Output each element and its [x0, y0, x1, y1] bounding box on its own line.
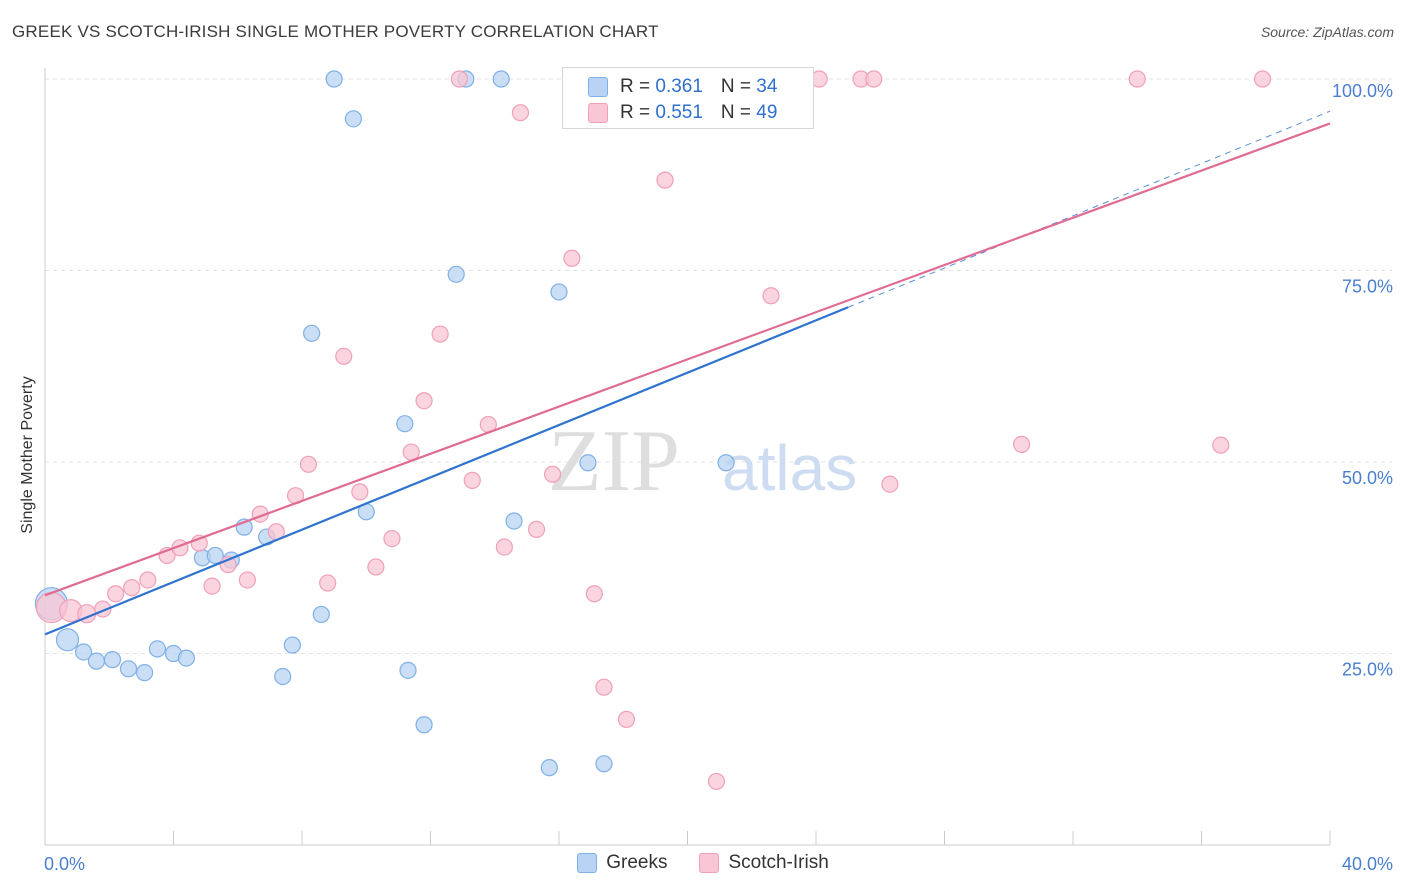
scotch-irish-point — [383, 529, 401, 548]
scotch-irish-swatch — [588, 103, 608, 123]
greeks-point — [55, 628, 80, 652]
scotch-irish-point — [1212, 436, 1230, 454]
scotch-irish-point — [367, 558, 385, 576]
scotch-irish-point — [585, 585, 603, 603]
greeks-point — [505, 512, 523, 530]
greeks-point — [447, 265, 465, 283]
scotch-irish-point — [511, 104, 530, 122]
scotch-irish-point — [865, 70, 883, 88]
y-tick-label: 25.0% — [1342, 660, 1393, 680]
scotch-irish-point — [543, 465, 562, 483]
chart-title: GREEK VS SCOTCH-IRISH SINGLE MOTHER POVE… — [12, 22, 659, 41]
legend-swatch-scotch-irish — [699, 853, 720, 873]
greeks-point — [579, 454, 597, 472]
scotch-irish-point — [1253, 70, 1272, 88]
greeks-point — [312, 605, 330, 624]
gridlines — [45, 78, 1392, 654]
watermark-zip: ZIP — [548, 413, 680, 510]
scotch-irish-point — [881, 475, 899, 493]
scotch-irish-n-value: 49 — [756, 102, 778, 123]
greeks-point — [303, 324, 321, 342]
axes — [44, 68, 1331, 846]
greeks-point — [399, 661, 417, 679]
stats-legend: R = 0.361 N = 34 R = 0.551 N = 49 — [562, 67, 814, 129]
legend-item-greeks[interactable]: Greeks — [577, 852, 667, 874]
greeks-point — [274, 667, 292, 686]
scotch-irish-point — [203, 577, 221, 595]
scotch-irish-r-value: 0.551 — [655, 102, 703, 123]
scotch-irish-point — [463, 471, 481, 489]
scotch-irish-point — [707, 772, 726, 791]
n-label: N = — [720, 76, 757, 97]
greeks-point — [396, 415, 414, 433]
greeks-point — [540, 759, 558, 777]
scotch-irish-point — [1128, 70, 1146, 88]
y-tick-label: 75.0% — [1342, 277, 1393, 297]
watermark: ZIP atlas — [548, 413, 857, 510]
scotch-irish-point — [319, 574, 337, 592]
watermark-atlas: atlas — [722, 432, 857, 504]
legend-item-scotch-irish[interactable]: Scotch-Irish — [699, 852, 829, 874]
scotch-irish-point — [299, 455, 318, 473]
greeks-trend-line — [44, 306, 849, 636]
r-label: R = — [620, 102, 656, 123]
greeks-point — [717, 454, 735, 472]
scotch-irish-point — [335, 347, 353, 365]
legend-swatch-greeks — [577, 853, 598, 873]
y-tick-label: 50.0% — [1342, 468, 1393, 488]
scotch-irish-point — [617, 710, 636, 728]
r-label: R = — [620, 76, 656, 97]
x-tick-label: 0.0% — [44, 854, 85, 874]
scotch-irish-point — [595, 678, 613, 696]
series-legend: Greeks Scotch-Irish — [0, 852, 1406, 874]
scotch-irish-point — [656, 171, 674, 189]
greeks-point — [87, 652, 106, 670]
scotch-irish-point — [123, 579, 141, 597]
greeks-point — [103, 651, 122, 669]
greeks-r-value: 0.361 — [655, 76, 703, 97]
greeks-swatch — [588, 77, 608, 97]
tick-labels: 25.0% 50.0% 75.0% 100.0% 0.0% 40.0% — [44, 81, 1393, 874]
greeks-point — [550, 283, 568, 301]
scotch-irish-point — [495, 538, 513, 556]
greeks-point — [595, 755, 613, 773]
legend-label-scotch-irish: Scotch-Irish — [728, 852, 829, 873]
scotch-irish-point — [238, 571, 256, 589]
n-label: N = — [720, 102, 757, 123]
greeks-point — [344, 110, 362, 128]
scotch-irish-point — [450, 70, 469, 88]
scotch-irish-point — [351, 483, 369, 501]
scotch-irish-point — [762, 287, 780, 305]
scotch-irish-point — [107, 585, 125, 603]
greeks-trend-extension — [847, 110, 1331, 308]
x-tick-label: 40.0% — [1342, 854, 1393, 874]
stats-row-scotch-irish: R = 0.551 N = 49 — [588, 102, 777, 124]
greeks-point — [415, 716, 433, 734]
greeks-point — [283, 636, 301, 654]
scotch-irish-trend-line — [44, 122, 1331, 597]
greeks-point — [74, 643, 93, 661]
greeks-point — [119, 660, 138, 678]
scotch-irish-point — [1012, 435, 1031, 453]
scotch-irish-point — [415, 392, 433, 410]
greeks-point — [148, 640, 167, 658]
source-label: Source: ZipAtlas.com — [1260, 24, 1394, 40]
greeks-n-value: 34 — [756, 76, 778, 97]
scotch-irish-point — [431, 325, 449, 343]
stats-row-greeks: R = 0.361 N = 34 — [588, 76, 777, 98]
scotch-irish-point — [139, 571, 157, 589]
scotch-irish-point — [563, 249, 581, 267]
greeks-point — [206, 546, 224, 565]
greeks-point — [135, 664, 154, 682]
scotch-irish-point — [527, 520, 546, 539]
greeks-point — [492, 70, 510, 88]
y-tick-label: 100.0% — [1332, 81, 1393, 101]
trend-lines — [44, 110, 1331, 636]
greeks-point — [177, 649, 195, 667]
greeks-point — [325, 70, 343, 88]
legend-label-greeks: Greeks — [606, 852, 668, 873]
